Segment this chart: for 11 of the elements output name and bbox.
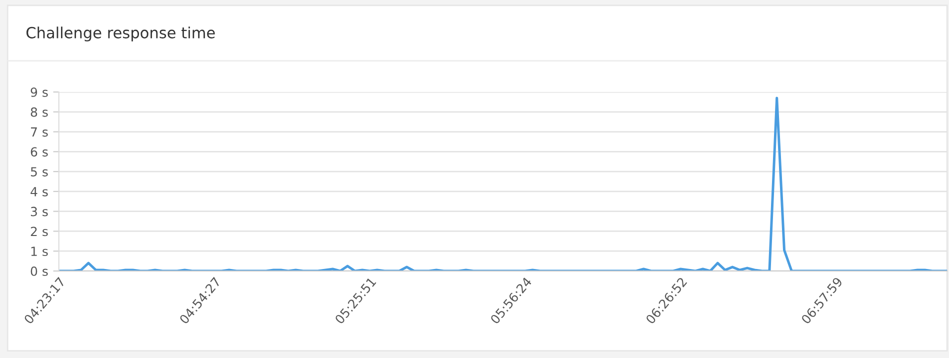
y-tick-label: 6 s [30,147,48,157]
y-tick-label: 1 s [31,246,48,256]
y-tick-label: 3 s [30,206,48,216]
y-tick-label: 7 s [31,127,48,137]
y-tick-label: 0 s [30,266,48,276]
y-tick-label: 9 s [30,87,48,97]
y-tick-label: 5 s [30,167,48,176]
chart-title: Challenge response time [26,26,215,42]
y-tick-label: 8 s [30,107,48,117]
y-tick-label: 2 s [30,226,48,236]
y-tick-label: 4 s [30,187,48,196]
